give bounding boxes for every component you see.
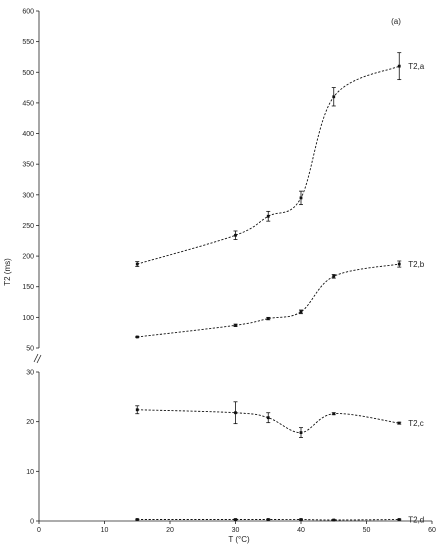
x-axis-label: T (°C) [228,535,250,544]
data-point [397,421,401,425]
series-label-t2-a: T2,a [408,62,425,71]
x-tick-label: 60 [428,527,436,534]
upper-y-tick-label: 600 [22,9,34,16]
series-t2-d: T2,d [135,516,424,525]
data-point [299,518,303,521]
upper-y-tick-label: 50 [26,346,34,353]
x-axis: 0 10 20 30 40 50 60 [37,520,436,534]
data-point [397,518,401,521]
upper-y-tick-label: 550 [22,39,34,46]
data-point [135,518,139,521]
data-point [234,411,237,415]
data-point [332,95,336,99]
data-point [234,233,237,237]
y-axis-label: T2 (ms) [3,258,12,286]
series-label-t2-b: T2,b [408,260,425,269]
upper-y-tick-label: 350 [22,162,34,169]
data-point [397,262,401,266]
upper-panel-axes: 50 100 150 200 250 300 350 400 450 500 550 600 [22,9,40,353]
upper-y-tick-label: 300 [22,192,34,199]
data-point [266,518,270,521]
upper-y-tick-label: 250 [22,223,34,230]
lower-y-tick-label: 30 [26,370,34,377]
upper-y-tick-label: 200 [22,254,34,261]
series-line-t2-d [137,519,400,521]
series-line-t2-b [137,263,400,338]
series-line-t2-a [137,65,400,265]
data-point [332,412,336,416]
x-tick-label: 50 [363,527,371,534]
series-label-t2-c: T2,c [408,419,424,428]
x-tick-label: 30 [232,527,240,534]
lower-y-tick-label: 20 [26,419,34,426]
data-point [299,431,303,434]
x-tick-label: 0 [37,527,41,534]
series-t2-a: T2,a [135,52,425,267]
data-point [266,214,270,218]
series-line-t2-c [137,409,400,434]
upper-y-tick-label: 150 [22,284,34,291]
series-t2-b: T2,b [135,260,425,339]
data-point [135,408,139,412]
data-point [135,262,139,266]
x-tick-label: 40 [297,527,305,534]
upper-y-tick-label: 400 [22,131,34,138]
data-point [234,323,237,327]
data-point [332,274,336,278]
upper-y-tick-label: 100 [22,315,34,322]
x-tick-label: 20 [166,527,174,534]
data-point [332,518,336,522]
series-label-t2-d: T2,d [408,516,424,525]
data-point [266,416,270,420]
upper-y-tick-label: 500 [22,70,34,77]
data-point [266,317,270,320]
upper-y-tick-label: 450 [22,100,34,107]
axis-break-mark [33,353,42,364]
panel-label: (a) [391,17,401,26]
lower-panel-axes: 0 10 20 30 [26,370,40,526]
series-t2-c: T2,c [135,401,424,438]
data-point [299,196,303,200]
data-point [397,64,401,68]
data-point [135,335,139,339]
lower-y-tick-label: 10 [26,469,34,476]
series-layer: T2,a T2,b T2,c T2,d [135,52,425,525]
data-point [234,518,237,521]
lower-y-tick-label: 0 [30,519,34,526]
data-point [299,310,303,314]
x-tick-label: 10 [101,527,109,534]
